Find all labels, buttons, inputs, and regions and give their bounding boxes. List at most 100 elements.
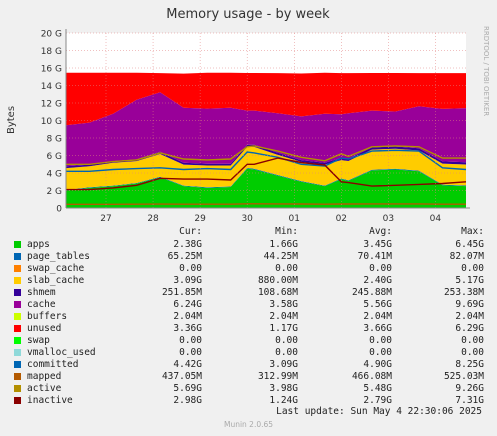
legend-row-slab-cache: slab_cache 3.09G 880.00M 2.40G 5.17G [0,275,497,287]
legend-min-value: 2.04M [269,311,298,322]
legend-min-value: 3.09G [269,359,298,370]
y-tick-label: 14 G [41,82,62,92]
legend-max-value: 9.26G [455,383,484,394]
legend-series-name: shmem [27,287,56,298]
x-tick-label: 02 [336,214,347,224]
legend-series-name: unused [27,323,62,334]
legend-cur-value: 2.04M [173,311,202,322]
legend-max-value: 8.25G [455,359,484,370]
legend-cur-value: 2.98G [173,395,202,406]
side-label: RRDTOOL / TOBI OETIKER [482,26,490,116]
area-slab-cache [66,146,466,190]
legend-cur-value: 4.42G [173,359,202,370]
area-unused [66,72,466,126]
line-committed [66,149,467,173]
legend-cur-value: 3.36G [173,323,202,334]
y-tick-label: 8 G [46,135,62,145]
legend-row-mapped: mapped 437.05M 312.99M 466.08M 525.03M [0,371,497,383]
legend-cur-value: 0.00 [179,335,202,346]
area-apps [66,168,466,208]
legend-avg-value: 2.40G [363,275,392,286]
legend-avg-value: 3.66G [363,323,392,334]
legend-avg-value: 3.45G [363,239,392,250]
legend-avg-value: 5.56G [363,299,392,310]
legend-col-avg: Avg: [369,226,392,237]
line-inactive [66,157,467,191]
legend-avg-value: 0.00 [369,335,392,346]
legend-avg-value: 466.08M [351,371,392,382]
legend-row-unused: unused 3.36G 1.17G 3.66G 6.29G [0,323,497,335]
legend-max-value: 7.31G [455,395,484,406]
legend-avg-value: 0.00 [369,263,392,274]
y-tick-label: 12 G [41,100,62,110]
legend-min-value: 1.24G [269,395,298,406]
legend-row-apps: apps 2.38G 1.66G 3.45G 6.45G [0,239,497,251]
y-tick-label: 10 G [41,117,62,127]
legend-min-value: 0.00 [275,347,298,358]
y-tick-label: 20 G [41,30,62,40]
line-active [66,145,466,166]
legend-header: Cur: Min: Avg: Max: [0,226,497,238]
last-update: Last update: Sun May 4 22:30:06 2025 [276,406,482,417]
legend-cur-value: 437.05M [161,371,202,382]
y-tick-label: 2 G [46,187,62,197]
y-tick-label: 4 G [46,170,62,180]
legend-min-value: 1.66G [269,239,298,250]
legend-row-vmalloc-used: vmalloc_used 0.00 0.00 0.00 0.00 [0,347,497,359]
x-tick-label: 30 [241,214,253,224]
legend-col-max: Max: [461,226,484,237]
y-axis-label: Bytes [6,106,17,134]
legend-series-name: committed [27,359,79,370]
memory-chart: Memory usage - by week RRDTOOL / TOBI OE… [6,7,490,224]
legend-max-value: 2.04M [455,311,484,322]
line-mapped [66,203,466,206]
x-tick-label: 27 [100,214,111,224]
axis-layer: 0 2 G 4 G 6 G 8 G 10 G 12 G 14 G 16 G 18 G 20 G 27 2… [41,29,470,224]
legend-series-name: active [27,383,62,394]
legend-row-page-tables: page_tables 65.25M 44.25M 70.41M 82.07M [0,251,497,263]
area-layer [66,72,466,208]
legend-min-value: 108.68M [257,287,298,298]
legend-series-name: page_tables [27,251,90,262]
legend-swatch [14,289,21,296]
legend-max-value: 0.00 [461,335,484,346]
y-tick-label: 0 [56,205,62,215]
line-layer [66,145,467,206]
legend-cur-value: 5.69G [173,383,202,394]
legend-cur-value: 2.38G [173,239,202,250]
legend-swatch [14,241,21,248]
legend-swatch [14,253,21,260]
legend-series-name: slab_cache [27,275,85,286]
legend-swatch [14,265,21,272]
legend-series-name: inactive [27,395,73,406]
legend-swatch [14,325,21,332]
x-tick-label: 28 [147,214,159,224]
legend-cur-value: 65.25M [167,251,202,262]
legend-cur-value: 6.24G [173,299,202,310]
legend-avg-value: 5.48G [363,383,392,394]
legend-swatch [14,277,21,284]
legend-cur-value: 251.85M [161,287,202,298]
legend-row-swap: swap 0.00 0.00 0.00 0.00 [0,335,497,347]
legend-max-value: 253.38M [443,287,484,298]
legend-swatch [14,313,21,320]
legend-cur-value: 0.00 [179,263,202,274]
legend-series-name: swap_cache [27,263,85,274]
x-tick-label: 01 [289,214,300,224]
x-tick-label: 04 [430,214,442,224]
legend-series-name: mapped [27,371,62,382]
legend-avg-value: 2.04M [363,311,392,322]
legend-swatch [14,385,21,392]
legend-cur-value: 0.00 [179,347,202,358]
legend-swatch [14,373,21,380]
legend-series-name: cache [27,299,56,310]
chart-title: Memory usage - by week [166,7,330,22]
legend-series-name: buffers [27,311,68,322]
legend-max-value: 525.03M [443,371,484,382]
legend-max-value: 0.00 [461,263,484,274]
legend-swatch [14,301,21,308]
legend-row-buffers: buffers 2.04M 2.04M 2.04M 2.04M [0,311,497,323]
x-tick-label: 03 [383,214,394,224]
legend-avg-value: 4.90G [363,359,392,370]
legend-row-swap-cache: swap_cache 0.00 0.00 0.00 0.00 [0,263,497,275]
